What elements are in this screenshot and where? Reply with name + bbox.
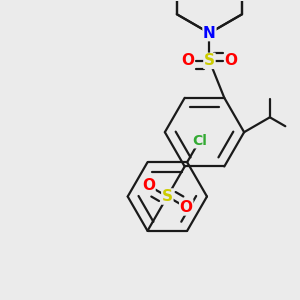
Text: S: S [162, 189, 173, 204]
Text: O: O [180, 200, 193, 215]
Text: O: O [142, 178, 155, 193]
Text: O: O [181, 53, 194, 68]
Text: Cl: Cl [192, 134, 207, 148]
Text: N: N [203, 26, 216, 40]
Text: S: S [204, 53, 215, 68]
Text: O: O [225, 53, 238, 68]
